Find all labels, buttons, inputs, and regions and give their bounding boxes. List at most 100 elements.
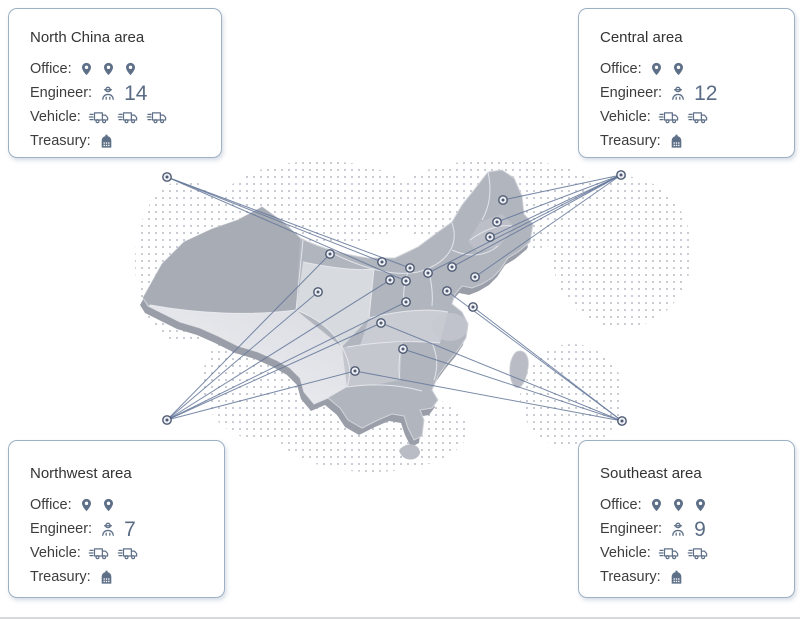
card-row-truck: Vehicle: <box>600 541 780 565</box>
row-label: Office: <box>600 61 642 77</box>
card-north-china-area: North China area Office: Engineer: 14 Vehic… <box>8 8 222 158</box>
hub-node-southeast[interactable] <box>617 416 627 426</box>
connection-lines <box>166 174 623 422</box>
row-icons <box>649 61 686 77</box>
truck-icon <box>687 108 709 126</box>
engineer-icon <box>99 520 117 538</box>
map-node-n16[interactable] <box>376 318 386 328</box>
province-patches <box>143 207 514 404</box>
connection-line-northwest-n4 <box>166 279 391 421</box>
card-row-truck: Vehicle: <box>600 105 780 129</box>
truck-icon <box>146 108 168 126</box>
row-label: Office: <box>600 497 642 513</box>
card-title: Central area <box>600 29 683 46</box>
row-icons <box>98 133 115 150</box>
card-row-location-pin: Office: <box>600 493 780 517</box>
engineer-count: 12 <box>694 81 718 105</box>
map-node-n3[interactable] <box>405 263 415 273</box>
card-row-bank: Treasury: <box>30 129 207 153</box>
row-icons <box>669 520 687 538</box>
row-icons <box>658 108 709 126</box>
map-node-n1[interactable] <box>325 249 335 259</box>
map-node-n15[interactable] <box>401 297 411 307</box>
card-rows: Office: Engineer: 7 Vehicle: Treasury: <box>30 493 210 589</box>
location-pin-icon <box>101 497 116 513</box>
location-pin-icon <box>79 61 94 77</box>
truck-icon <box>117 544 139 562</box>
map-node-n6[interactable] <box>423 268 433 278</box>
row-icons <box>98 569 115 586</box>
card-row-engineer: Engineer: 7 <box>30 517 210 541</box>
map-node-n13[interactable] <box>498 195 508 205</box>
truck-icon <box>117 108 139 126</box>
connection-line-north-n5 <box>166 176 407 282</box>
map-node-n4[interactable] <box>385 275 395 285</box>
map-node-n7[interactable] <box>447 262 457 272</box>
map-node-n11[interactable] <box>485 232 495 242</box>
hub-node-central[interactable] <box>616 170 626 180</box>
truck-icon <box>658 108 680 126</box>
card-row-engineer: Engineer: 9 <box>600 517 780 541</box>
connection-line-northwest-n16 <box>166 322 382 421</box>
card-title: Northwest area <box>30 465 132 482</box>
card-row-bank: Treasury: <box>30 565 210 589</box>
page-bottom-edge <box>0 617 800 619</box>
map-node-n8[interactable] <box>470 272 480 282</box>
bank-icon <box>98 569 115 586</box>
row-label: Treasury: <box>600 569 661 585</box>
location-pin-icon <box>693 497 708 513</box>
connection-line-northwest-n15 <box>166 301 407 421</box>
location-pin-icon <box>123 61 138 77</box>
engineer-count: 7 <box>124 517 136 541</box>
islands <box>399 350 529 460</box>
connection-line-northwest-n1 <box>166 253 331 421</box>
map-node-n12[interactable] <box>492 217 502 227</box>
row-icons <box>88 108 168 126</box>
connection-line-central-n13 <box>502 174 622 201</box>
map-node-n9[interactable] <box>442 286 452 296</box>
row-icons <box>649 497 708 513</box>
row-label: Treasury: <box>30 569 91 585</box>
card-title: Southeast area <box>600 465 702 482</box>
connection-line-north-n3 <box>166 176 411 269</box>
hub-node-northwest[interactable] <box>162 415 172 425</box>
location-pin-icon <box>79 497 94 513</box>
card-row-location-pin: Office: <box>600 57 780 81</box>
connection-line-central-n8 <box>474 174 622 278</box>
card-row-bank: Treasury: <box>600 129 780 153</box>
map-node-n2[interactable] <box>377 257 387 267</box>
row-icons <box>79 497 116 513</box>
hub-node-north[interactable] <box>162 172 172 182</box>
map-node-n10[interactable] <box>468 302 478 312</box>
row-label: Office: <box>30 61 72 77</box>
card-row-engineer: Engineer: 14 <box>30 81 207 105</box>
card-row-truck: Vehicle: <box>30 105 207 129</box>
row-label: Engineer: <box>600 85 663 101</box>
connection-line-southeast-n16 <box>380 322 623 422</box>
row-icons <box>99 84 117 102</box>
connection-line-central-n12 <box>496 174 622 223</box>
card-row-location-pin: Office: <box>30 493 210 517</box>
connection-line-southeast-n10 <box>472 306 623 422</box>
engineer-count: 14 <box>124 81 148 105</box>
row-icons <box>88 544 139 562</box>
engineer-icon <box>669 520 687 538</box>
row-icons <box>658 544 709 562</box>
map-node-n5[interactable] <box>401 276 411 286</box>
truck-icon <box>658 544 680 562</box>
truck-icon <box>88 108 110 126</box>
engineer-icon <box>669 84 687 102</box>
row-icons <box>668 569 685 586</box>
row-label: Engineer: <box>30 521 93 537</box>
map-node-n17[interactable] <box>398 344 408 354</box>
card-row-location-pin: Office: <box>30 57 207 81</box>
row-label: Engineer: <box>30 85 93 101</box>
row-icons <box>99 520 117 538</box>
map-node-n18[interactable] <box>350 366 360 376</box>
map-node-n14[interactable] <box>313 287 323 297</box>
location-pin-icon <box>101 61 116 77</box>
card-rows: Office: Engineer: 9 Vehicle: Treasury: <box>600 493 780 589</box>
row-label: Vehicle: <box>30 109 81 125</box>
